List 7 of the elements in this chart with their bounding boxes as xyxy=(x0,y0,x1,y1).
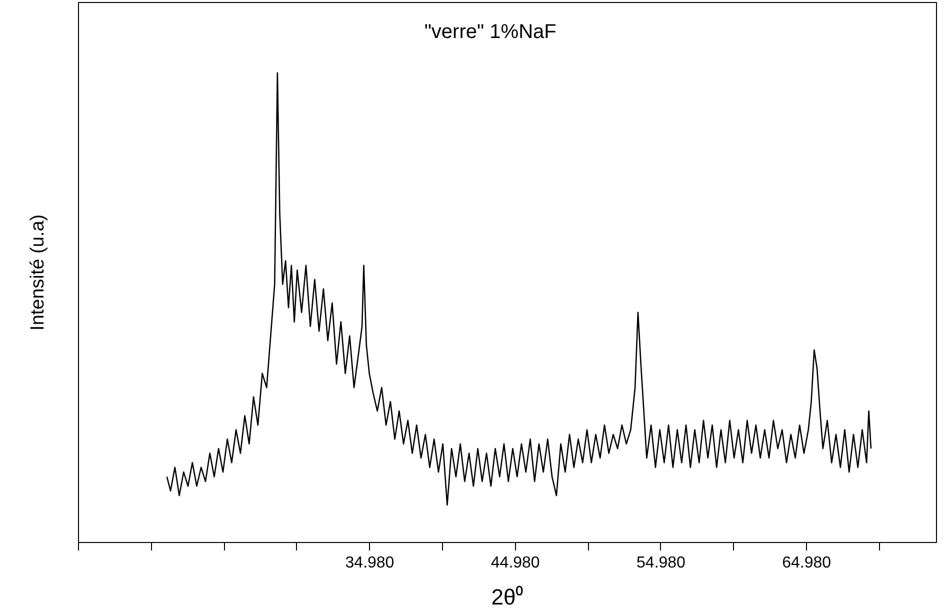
x-tick-label: 44.980 xyxy=(490,554,540,572)
x-tick-label: 64.980 xyxy=(782,554,832,572)
x-tick-label: 34.980 xyxy=(345,554,394,572)
text: "verre" 1%NaF xyxy=(424,21,556,44)
x-tick-label: 54.980 xyxy=(636,554,686,572)
x-axis-title: 2θ⁰ xyxy=(491,584,524,610)
y-axis-title: Intensité (u.a) xyxy=(28,214,48,331)
